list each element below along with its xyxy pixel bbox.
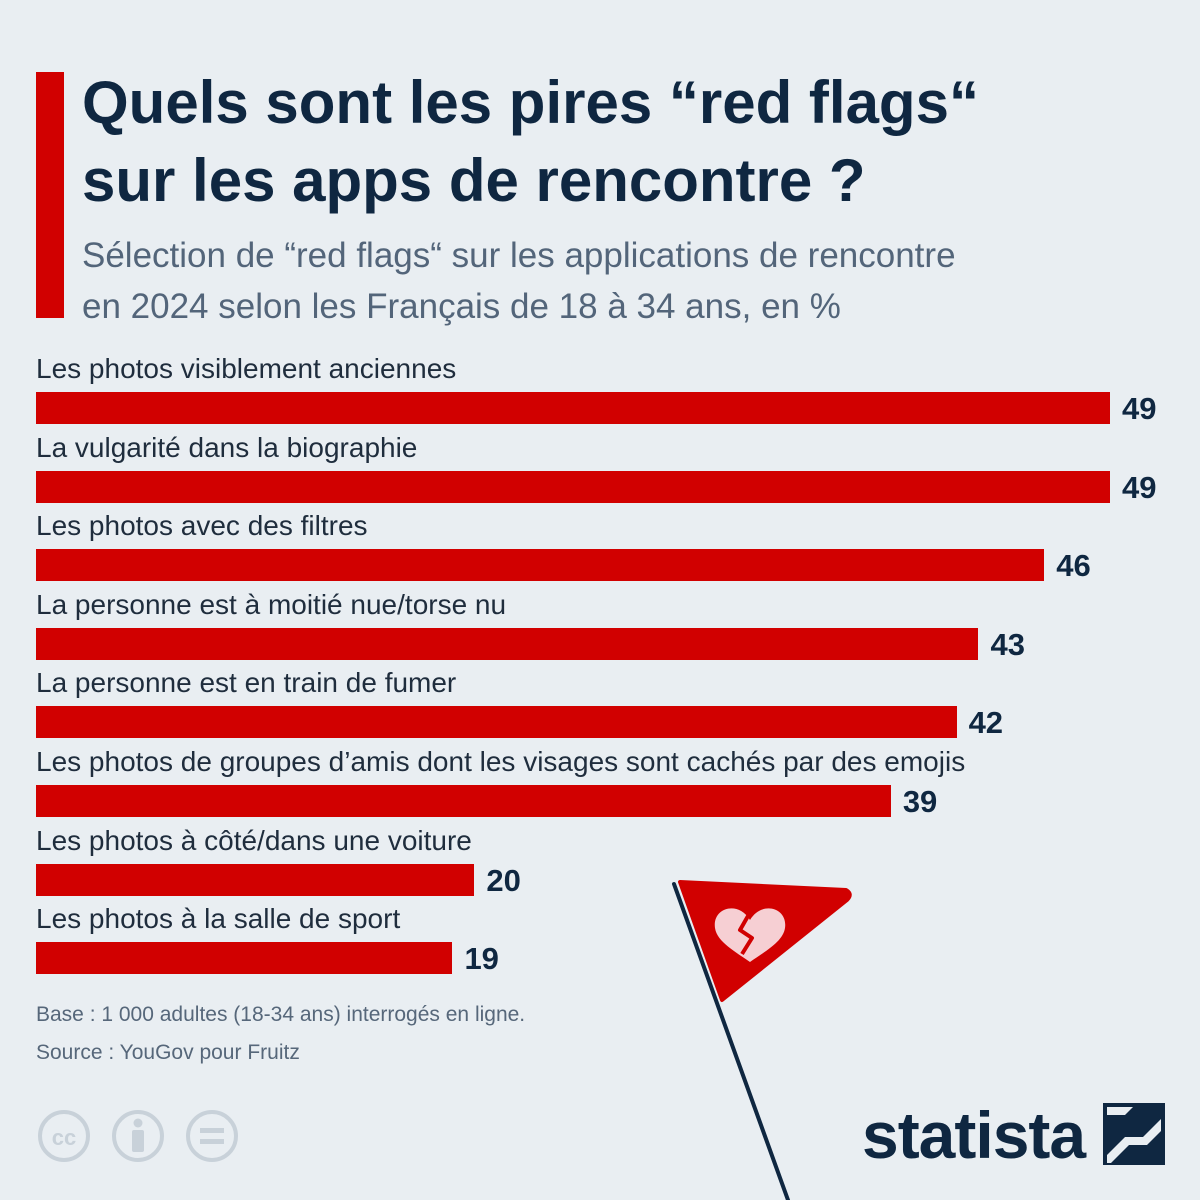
chart-subtitle: Sélection de “red flags“ sur les applica… xyxy=(82,230,1172,332)
chart-title-line-1: Quels sont les pires “red flags“ xyxy=(82,69,979,136)
bar xyxy=(36,392,1110,424)
value-label: 19 xyxy=(464,941,499,977)
bar xyxy=(36,549,1045,582)
value-label: 49 xyxy=(1122,391,1157,426)
license-icons: cc xyxy=(38,1110,238,1162)
bar xyxy=(36,470,1110,503)
chart-subtitle-line-2: en 2024 selon les Français de 18 à 34 an… xyxy=(82,287,841,326)
bar-chart: Les photos visiblement anciennes 49 La vul… xyxy=(0,340,1200,990)
base-note: Base : 1 000 adultes (18-34 ans) interro… xyxy=(36,1003,526,1026)
cc-icon: cc xyxy=(38,1110,90,1162)
chart-title-line-2: sur les apps de rencontre ? xyxy=(82,147,866,214)
source-note: Source : YouGov pour Fruitz xyxy=(36,1041,300,1064)
value-label: 46 xyxy=(1056,548,1091,584)
red-flag-broken-heart-icon xyxy=(672,880,852,1200)
value-label: 42 xyxy=(968,705,1004,741)
category-label: La vulgarité dans la biographie xyxy=(36,431,418,463)
statista-brand: statista xyxy=(862,1098,1086,1172)
bar xyxy=(36,627,979,660)
bar xyxy=(36,942,453,975)
category-label: Les photos avec des filtres xyxy=(36,510,368,542)
value-label: 20 xyxy=(486,862,521,898)
svg-text:cc: cc xyxy=(52,1125,76,1150)
category-label: Les photos à la salle de sport xyxy=(36,903,401,935)
chart-subtitle-line-1: Sélection de “red flags“ sur les applica… xyxy=(82,236,956,275)
bar xyxy=(36,863,475,896)
category-label: Les photos visiblement anciennes xyxy=(36,353,457,384)
category-label: Les photos de groupes d’amis dont les vi… xyxy=(36,746,966,777)
bar xyxy=(36,706,957,739)
title-accent-bar xyxy=(36,72,64,318)
category-label: Les photos à côté/dans une voiture xyxy=(36,824,472,856)
category-label: La personne est en train de fumer xyxy=(36,667,457,699)
value-label: 39 xyxy=(902,784,938,819)
no-derivatives-icon xyxy=(186,1110,238,1162)
bar xyxy=(36,785,891,817)
value-label: 49 xyxy=(1122,469,1157,505)
attribution-icon xyxy=(112,1110,164,1162)
category-label: La personne est à moitié nue/torse nu xyxy=(36,588,507,620)
chart-title: Quels sont les pires “red flags“ sur les… xyxy=(82,64,1172,220)
statista-logo-icon xyxy=(1103,1103,1165,1165)
value-label: 43 xyxy=(990,626,1025,662)
